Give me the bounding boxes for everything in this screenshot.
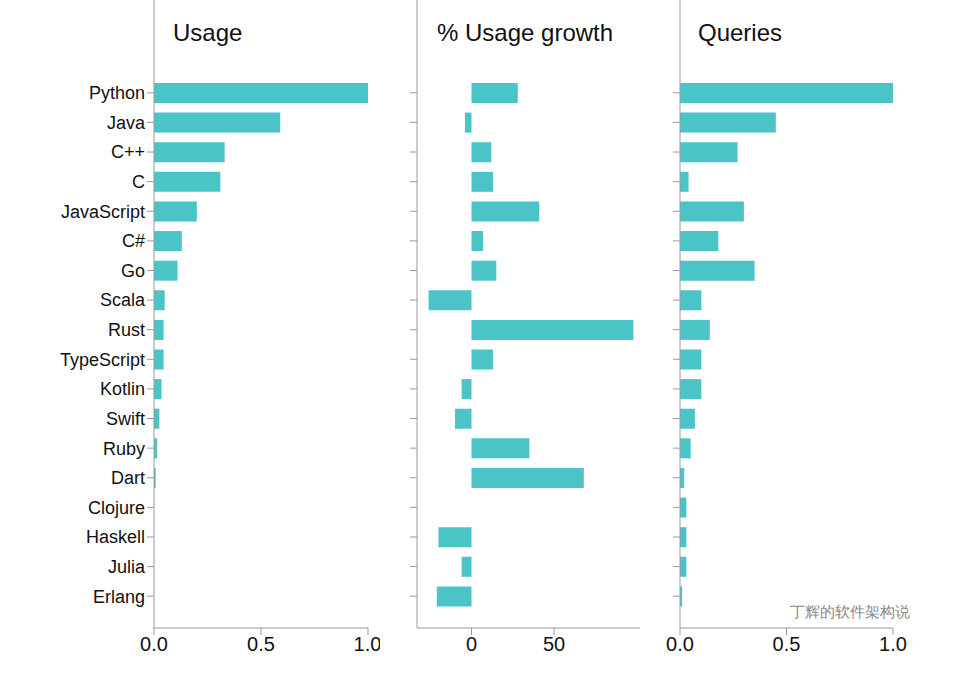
svg-text:0.0: 0.0 [666,633,694,655]
svg-text:TypeScript: TypeScript [403,358,408,360]
svg-text:Haskell: Haskell [86,527,145,547]
svg-text:Ruby: Ruby [103,439,145,459]
svg-text:JavaScript: JavaScript [61,202,145,222]
svg-text:C++: C++ [406,151,408,152]
svg-text:Julia: Julia [669,566,672,567]
svg-text:Ruby: Ruby [406,447,409,448]
svg-text:C: C [132,172,145,192]
svg-text:Rust: Rust [406,328,409,330]
svg-text:Go: Go [407,270,409,271]
svg-text:0.0: 0.0 [140,633,168,655]
svg-text:Julia: Julia [406,566,409,567]
svg-text:TypeScript: TypeScript [666,358,671,360]
html-text:% Usage growth: % Usage growth [437,19,614,46]
svg-text:Erlang: Erlang [668,596,671,597]
html-text:丁辉的软件架构说: 丁辉的软件架构说 [790,603,910,621]
svg-text:Dart: Dart [406,476,409,478]
svg-text:Rust: Rust [108,320,145,340]
svg-text:Clojure: Clojure [668,507,672,508]
svg-text:Swift: Swift [406,417,409,419]
svg-text:50: 50 [543,633,565,655]
svg-text:C: C [407,181,408,182]
svg-text:Erlang: Erlang [93,587,145,607]
svg-text:JavaScript: JavaScript [403,210,408,212]
svg-text:Python: Python [89,83,145,103]
svg-text:Go: Go [121,261,145,281]
html-text:Queries: Queries [698,19,782,46]
svg-text:Java: Java [107,113,146,133]
svg-text:Scala: Scala [668,299,671,300]
svg-text:Java: Java [669,122,672,123]
svg-text:Swift: Swift [106,409,145,429]
svg-text:Kotlin: Kotlin [100,379,145,399]
svg-text:C#: C# [670,240,672,241]
svg-text:C++: C++ [669,151,671,152]
svg-text:TypeScript: TypeScript [60,350,145,370]
svg-text:0.5: 0.5 [247,633,275,655]
svg-text:Kotlin: Kotlin [668,387,671,389]
svg-text:Scala: Scala [100,290,146,310]
svg-text:C#: C# [122,231,145,251]
svg-text:C++: C++ [111,142,145,162]
svg-text:Haskell: Haskell [405,536,409,537]
svg-text:Clojure: Clojure [405,507,409,508]
svg-text:1.0: 1.0 [879,633,907,655]
html-text:Usage: Usage [173,19,243,46]
svg-text:Java: Java [406,122,409,123]
svg-text:Go: Go [670,270,672,271]
svg-text:0.5: 0.5 [773,633,801,655]
svg-text:Kotlin: Kotlin [405,387,408,389]
svg-text:Python: Python [405,91,409,93]
svg-text:Julia: Julia [108,557,146,577]
svg-text:Clojure: Clojure [88,498,145,518]
svg-text:Haskell: Haskell [668,536,672,537]
svg-text:Dart: Dart [669,476,672,478]
svg-text:Swift: Swift [669,417,672,419]
svg-text:C: C [670,181,671,182]
svg-text:Ruby: Ruby [669,447,672,448]
svg-text:Scala: Scala [405,299,408,300]
svg-text:Dart: Dart [111,468,145,488]
svg-text:1.0: 1.0 [354,633,380,655]
svg-text:Erlang: Erlang [405,596,408,597]
svg-text:C#: C# [407,240,409,241]
svg-text:JavaScript: JavaScript [666,210,671,212]
svg-text:0: 0 [466,633,477,655]
svg-text:Python: Python [668,91,672,93]
svg-text:Rust: Rust [669,328,672,330]
